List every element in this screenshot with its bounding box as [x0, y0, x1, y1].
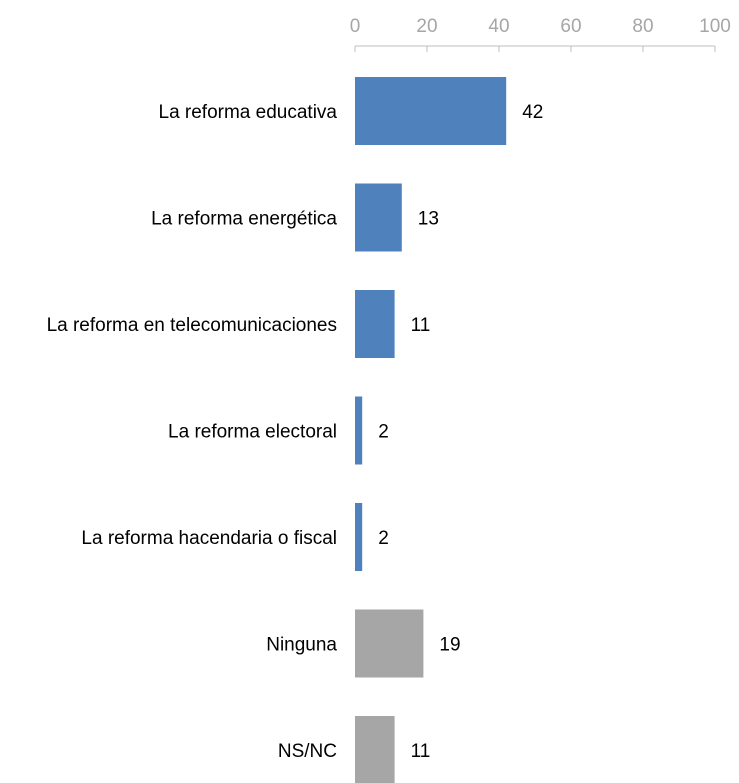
x-tick-label: 100 [699, 16, 731, 37]
bar [355, 183, 402, 252]
data-label: 2 [378, 422, 389, 443]
data-label: 2 [378, 528, 389, 549]
x-tick-label: 60 [560, 16, 581, 37]
bar [355, 609, 424, 678]
category-label: Ninguna [266, 635, 337, 656]
category-labels: La reforma educativa La reforma energétic… [47, 102, 338, 762]
category-label: La reforma en telecomunicaciones [47, 315, 337, 336]
data-label: 11 [411, 741, 431, 762]
x-tick-label: 80 [632, 16, 653, 37]
bars [355, 77, 507, 783]
data-label: 11 [411, 315, 431, 336]
data-label: 13 [418, 209, 439, 230]
bar [355, 396, 363, 465]
category-label: La reforma hacendaria o fiscal [81, 528, 337, 549]
data-label: 19 [439, 635, 460, 656]
bar [355, 290, 395, 358]
bar [355, 503, 363, 571]
category-label: NS/NC [278, 741, 337, 762]
x-tick-label: 40 [488, 16, 509, 37]
data-labels: 42 13 11 2 2 19 11 [378, 102, 543, 762]
x-tick-label: 20 [416, 16, 437, 37]
data-label: 42 [522, 102, 543, 123]
category-label: La reforma educativa [159, 102, 338, 123]
category-label: La reforma energética [151, 209, 337, 230]
x-tick-label: 0 [350, 16, 361, 37]
x-axis: 0 20 40 60 80 100 [350, 16, 731, 52]
bar [355, 77, 507, 145]
category-label: La reforma electoral [168, 422, 337, 443]
bar [355, 716, 395, 783]
